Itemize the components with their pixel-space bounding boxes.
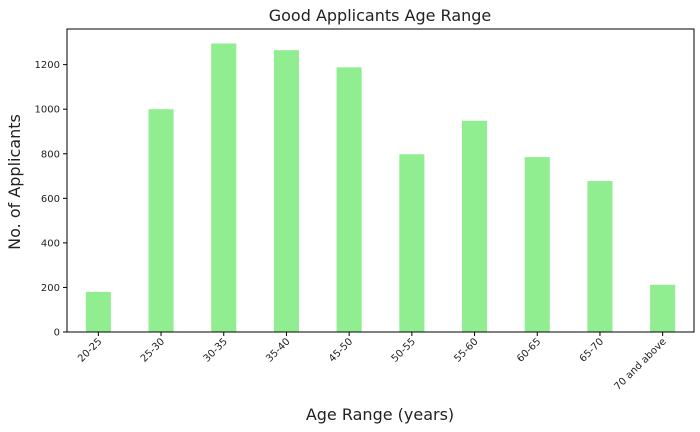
x-tick-label-30-35: 30-35 — [202, 336, 230, 364]
y-axis-label: No. of Applicants — [5, 114, 24, 250]
x-tick-label-55-60: 55-60 — [452, 336, 480, 364]
chart-title: Good Applicants Age Range — [269, 6, 492, 25]
x-tick-label-65-70: 65-70 — [578, 336, 606, 364]
bar-60-65 — [524, 157, 550, 332]
plot-area: 0 200 400 600 800 1000 1200 20-25 25-30 30-35 35-4… — [35, 28, 695, 393]
y-tick-label-1200: 1200 — [35, 60, 60, 71]
y-tick-label-600: 600 — [41, 194, 60, 205]
bar-25-30 — [148, 109, 174, 333]
x-axis-label: Age Range (years) — [306, 405, 454, 424]
x-tick-label-45-50: 45-50 — [327, 336, 355, 364]
bar-55-60 — [462, 120, 488, 333]
y-tick-label-400: 400 — [41, 238, 60, 249]
x-tick-label-60-65: 60-65 — [515, 336, 543, 364]
bar-30-35 — [211, 43, 237, 332]
x-tick-label-35-40: 35-40 — [264, 336, 292, 364]
bar-50-55 — [399, 154, 425, 332]
y-tick-label-200: 200 — [41, 283, 60, 294]
y-tick-label-0: 0 — [54, 328, 60, 339]
bar-35-40 — [273, 50, 299, 333]
bar-20-25 — [85, 291, 111, 332]
bar-70-and-above — [650, 284, 676, 332]
x-tick-label-70-and-above: 70 and above — [613, 336, 669, 392]
x-tick-label-50-55: 50-55 — [390, 336, 418, 364]
bar-65-70 — [587, 180, 613, 332]
y-tick-label-800: 800 — [41, 149, 60, 160]
x-tick-label-25-30: 25-30 — [139, 336, 167, 364]
y-tick-label-1000: 1000 — [35, 105, 60, 116]
x-tick-label-20-25: 20-25 — [76, 336, 104, 364]
bar-45-50 — [336, 67, 362, 332]
plot-frame — [66, 28, 695, 333]
